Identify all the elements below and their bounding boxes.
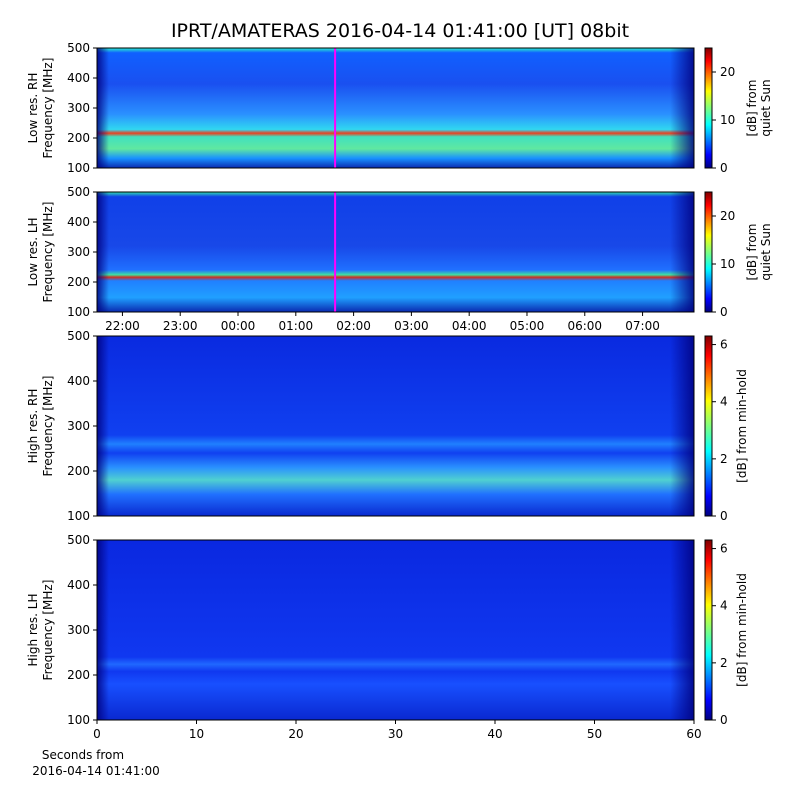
x-tick-label: 04:00 — [452, 319, 487, 333]
x-tick-label: 07:00 — [625, 319, 660, 333]
x-tick-label: 40 — [487, 727, 502, 741]
y-tick-label: 100 — [67, 305, 90, 319]
x-axis-label: 2016-04-14 01:41:00 — [32, 764, 159, 778]
spectrogram-edge — [97, 48, 694, 168]
x-tick-label: 05:00 — [510, 319, 545, 333]
colorbar-label: [dB] from — [745, 224, 759, 281]
colorbar-tick-label: 0 — [720, 161, 728, 175]
x-tick-label: 02:00 — [336, 319, 371, 333]
colorbar — [704, 47, 713, 169]
x-tick-label: 23:00 — [163, 319, 198, 333]
colorbar — [704, 335, 713, 517]
y-tick-label: 100 — [67, 713, 90, 727]
colorbar-tick-label: 2 — [720, 656, 728, 670]
colorbar-tick-label: 4 — [720, 395, 728, 409]
y-tick-label: 500 — [67, 533, 90, 547]
x-tick-label: 10 — [189, 727, 204, 741]
x-tick-label: 60 — [686, 727, 701, 741]
x-tick-label: 22:00 — [105, 319, 140, 333]
colorbar-tick-label: 20 — [720, 65, 735, 79]
y-tick-label: 300 — [67, 101, 90, 115]
colorbar-label: [dB] from min-hold — [735, 573, 749, 687]
y-tick-label: 200 — [67, 464, 90, 478]
colorbar-tick-label: 6 — [720, 542, 728, 556]
colorbar-tick-label: 10 — [720, 113, 735, 127]
y-tick-label: 300 — [67, 419, 90, 433]
spectrogram-edge — [97, 336, 694, 516]
y-axis-label: High res. RH — [26, 389, 40, 464]
y-tick-label: 200 — [67, 668, 90, 682]
x-axis-label: Seconds from — [42, 748, 124, 762]
x-tick-label: 03:00 — [394, 319, 429, 333]
colorbar — [704, 539, 713, 721]
y-axis-label: Low res. LH — [26, 217, 40, 286]
y-tick-label: 300 — [67, 623, 90, 637]
spectrogram-edge — [97, 540, 694, 720]
y-axis-label: High res. LH — [26, 593, 40, 666]
x-tick-label: 01:00 — [279, 319, 314, 333]
chart-title: IPRT/AMATERAS 2016-04-14 01:41:00 [UT] 0… — [171, 20, 629, 42]
x-tick-label: 50 — [587, 727, 602, 741]
y-axis-label: Frequency [MHz] — [41, 202, 55, 303]
colorbar-tick-label: 0 — [720, 305, 728, 319]
y-tick-label: 100 — [67, 161, 90, 175]
colorbar-label: [dB] from — [745, 80, 759, 137]
y-tick-label: 500 — [67, 41, 90, 55]
y-tick-label: 400 — [67, 71, 90, 85]
y-tick-label: 200 — [67, 275, 90, 289]
colorbar-label: quiet Sun — [759, 79, 773, 136]
y-axis-label: Frequency [MHz] — [41, 376, 55, 477]
colorbar-tick-label: 10 — [720, 257, 735, 271]
y-tick-label: 100 — [67, 509, 90, 523]
colorbar-tick-label: 6 — [720, 338, 728, 352]
x-tick-label: 20 — [288, 727, 303, 741]
colorbar-label: quiet Sun — [759, 223, 773, 280]
colorbar-tick-label: 4 — [720, 599, 728, 613]
x-tick-label: 00:00 — [221, 319, 256, 333]
y-tick-label: 400 — [67, 374, 90, 388]
x-tick-label: 30 — [388, 727, 403, 741]
x-tick-label: 0 — [93, 727, 101, 741]
colorbar-tick-label: 0 — [720, 509, 728, 523]
colorbar-tick-label: 20 — [720, 209, 735, 223]
spectrogram-edge — [97, 192, 694, 312]
y-tick-label: 200 — [67, 131, 90, 145]
y-tick-label: 500 — [67, 185, 90, 199]
y-tick-label: 400 — [67, 215, 90, 229]
colorbar-tick-label: 0 — [720, 713, 728, 727]
colorbar-tick-label: 2 — [720, 452, 728, 466]
y-axis-label: Frequency [MHz] — [41, 58, 55, 159]
y-tick-label: 500 — [67, 329, 90, 343]
colorbar — [704, 191, 713, 313]
y-axis-label: Low res. RH — [26, 73, 40, 144]
y-tick-label: 300 — [67, 245, 90, 259]
colorbar-label: [dB] from min-hold — [735, 369, 749, 483]
y-axis-label: Frequency [MHz] — [41, 580, 55, 681]
y-tick-label: 400 — [67, 578, 90, 592]
x-tick-label: 06:00 — [567, 319, 602, 333]
